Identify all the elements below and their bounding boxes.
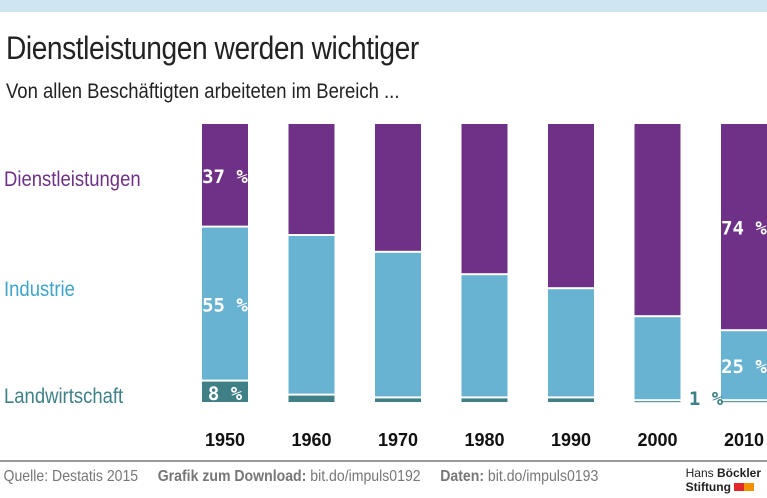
legend-industrie: Industrie [4,278,75,301]
x-tick-label: 1950 [205,430,245,450]
bar-industrie-2000 [634,317,681,400]
bar-dienstleistungen-2010 [721,124,767,330]
logo-stiftung: Stiftung [685,480,731,494]
bar-dienstleistungen-1960 [288,124,335,234]
bar-industrie-2010 [721,331,767,400]
bar-industrie-1990 [548,289,594,397]
legend-landwirtschaft: Landwirtschaft [4,385,124,408]
data-label: 37 % [202,166,248,188]
bar-dienstleistungen-1980 [461,124,508,274]
bar-dienstleistungen-2000 [634,124,681,316]
data-label: 1 % [689,388,724,410]
bar-landwirtschaft-1990 [548,398,594,402]
x-tick-label: 1960 [291,430,331,450]
data-label: 25 % [721,356,767,378]
data-label: Daten: [440,468,485,485]
chart-title: Dienstleistungen werden wichtiger [6,30,419,66]
x-tick-label: 1970 [378,430,418,450]
logo-red-square [734,483,745,491]
chart-subtitle: Von allen Beschäftigten arbeiteten im Be… [6,80,400,103]
bar-landwirtschaft-1970 [375,398,421,402]
logo-hans: Hans [685,466,717,480]
logo: Hans Böckler Stiftung [686,466,761,494]
bar-industrie-1980 [461,275,508,397]
stacked-bar-chart: 1950 1960 1970 1980 1990 2000 2010 37 % 55 % 8 % 7… [202,124,767,450]
legend-dienstleistungen: Dienstleistungen [4,168,141,191]
logo-boeckler: Böckler [716,466,761,480]
logo-orange-square [744,483,755,491]
top-bar [0,0,767,12]
data-link[interactable]: bit.do/impuls0193 [487,468,599,485]
download-label: Grafik zum Download: [157,468,307,485]
x-tick-label: 2000 [637,430,677,450]
download-link[interactable]: bit.do/impuls0192 [310,468,421,485]
x-tick-label: 1980 [464,430,504,450]
x-tick-label: 1990 [551,430,591,450]
bar-dienstleistungen-1950 [202,124,248,226]
data-label: 8 % [208,383,243,405]
data-label: 74 % [721,218,767,240]
footer: Quelle: Destatis 2015 Grafik zum Downloa… [0,460,767,486]
bar-landwirtschaft-2000 [634,401,681,403]
bar-landwirtschaft-1980 [461,398,508,402]
bar-dienstleistungen-1970 [375,124,421,251]
bar-industrie-1960 [288,236,335,394]
bar-industrie-1950 [202,227,248,380]
data-label: 55 % [202,295,248,317]
source: Quelle: Destatis 2015 [3,468,139,485]
bar-landwirtschaft-1950 [202,381,248,402]
x-tick-label: 2010 [724,430,764,450]
bar-landwirtschaft-2010 [721,401,767,403]
bar-landwirtschaft-1960 [288,395,335,402]
bar-dienstleistungen-1990 [548,124,594,288]
bar-industrie-1970 [375,252,421,397]
